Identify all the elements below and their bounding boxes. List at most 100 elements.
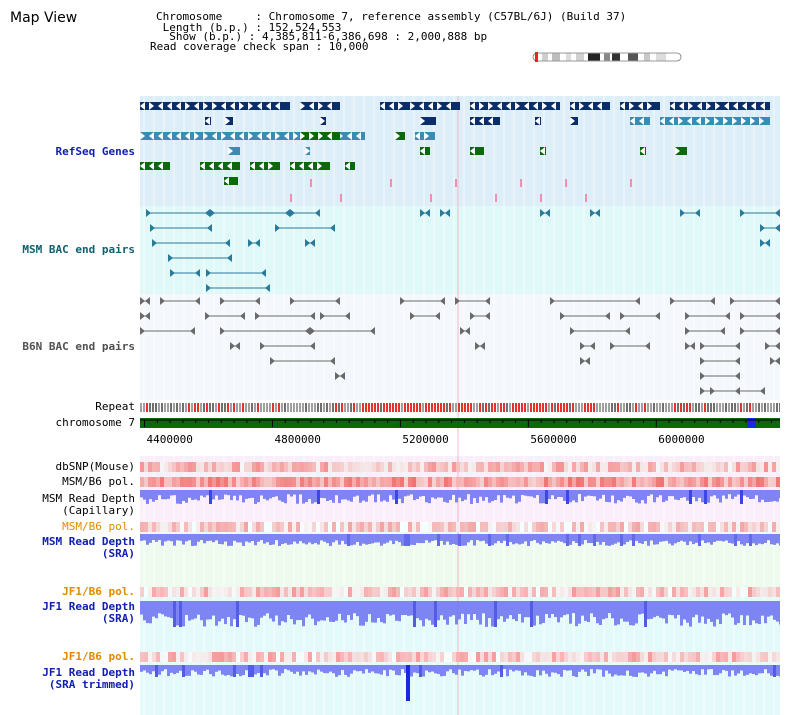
track-label-dbsnp[interactable]: dbSNP(Mouse) (55, 460, 135, 473)
dbsnp-heat-mark (220, 462, 224, 472)
track-canvas[interactable] (140, 96, 780, 715)
jf1-sra-depth-bar (245, 601, 248, 623)
jf1-trim-depth-bar (455, 665, 458, 675)
dbsnp-heat-mark (144, 462, 148, 472)
gene-arrow (725, 312, 730, 320)
jf1-sra-depth-bar (374, 601, 377, 623)
msm-sra-depth-bar (302, 534, 305, 544)
gene-arrow (205, 209, 210, 217)
capillary-depth-bar (263, 490, 266, 499)
track-label-jf1-depth-trim-line1[interactable]: JF1 Read Depth (42, 666, 135, 679)
dbsnp-heat-mark (424, 462, 428, 472)
gene-arrow (545, 209, 550, 217)
repeat-mark (569, 403, 571, 412)
gene-arrow (284, 132, 289, 140)
repeat-mark (644, 403, 646, 412)
jf1-trim-depth-bar (761, 665, 764, 674)
msm-sra-depth-bar (578, 534, 581, 546)
msm-b6-pol-heat-mark (468, 522, 472, 532)
capillary-depth-bar (299, 490, 302, 495)
msm-b6-pol-heat-mark (604, 477, 608, 487)
track-label-b6n-bac[interactable]: B6N BAC end pairs (22, 340, 135, 353)
gene-arrow (261, 269, 266, 277)
jf1-b6-pol-heat-mark (564, 652, 568, 662)
gene-arrow (420, 117, 425, 125)
ideogram-band (612, 53, 620, 61)
capillary-depth-bar (464, 490, 467, 500)
msm-b6-pol-heat-mark (284, 477, 288, 487)
jf1-sra-depth-bar (218, 601, 221, 622)
track-label-refseq[interactable]: RefSeq Genes (55, 145, 135, 158)
gene-arrow (168, 254, 173, 262)
track-label-jf1-b6-pol-1[interactable]: JF1/B6 pol. (62, 585, 135, 598)
msm-b6-pol-heat-mark (376, 477, 380, 487)
capillary-depth-bar (599, 490, 602, 499)
msm-b6-pol-heat-mark (488, 477, 492, 487)
jf1-b6-pol-heat-mark (632, 587, 636, 597)
msm-b6-pol-heat-mark (432, 477, 436, 487)
jf1-b6-pol-heat-mark (436, 652, 440, 662)
gene-arrow (167, 102, 172, 110)
jf1-b6-pol-heat-mark (704, 587, 708, 597)
track-label-jf1-b6-pol-2[interactable]: JF1/B6 pol. (62, 650, 135, 663)
jf1-sra-depth-bar (557, 601, 560, 623)
jf1-trim-depth-bar (413, 665, 416, 673)
repeat-mark (494, 403, 496, 412)
gene-arrow (640, 147, 645, 155)
msm-b6-pol-heat-mark (256, 522, 260, 532)
msm-sra-depth-bar (713, 534, 716, 542)
msm-b6-pol-heat-mark (240, 522, 244, 532)
capillary-depth-bar (593, 490, 596, 497)
msm-b6-pol-heat-mark (148, 522, 152, 532)
gene-arrow (590, 209, 595, 217)
msm-sra-depth-bar (668, 534, 671, 544)
repeat-mark (605, 403, 607, 412)
capillary-depth-bar (536, 490, 539, 496)
jf1-b6-pol-heat-mark (604, 587, 608, 597)
track-label-msm-depth-cap-line1[interactable]: MSM Read Depth (42, 492, 135, 505)
jf1-b6-pol-heat-mark (420, 652, 424, 662)
msm-b6-pol-heat-mark (676, 522, 680, 532)
jf1-b6-pol-heat-mark (352, 587, 356, 597)
gene-arrow (742, 102, 747, 110)
msm-sra-depth-bar (644, 534, 647, 542)
track-label-msm-b6-pol-1[interactable]: MSM/B6 pol. (62, 475, 135, 488)
jf1-b6-pol-heat-mark (168, 652, 172, 662)
msm-sra-depth-bar (377, 534, 380, 543)
jf1-b6-pol-heat-mark (180, 652, 184, 662)
repeat-mark (746, 403, 748, 412)
jf1-b6-pol-heat-mark (208, 587, 212, 597)
ideogram-position-marker[interactable] (535, 52, 538, 62)
msm-sra-depth-bar (722, 534, 725, 542)
repeat-mark (281, 403, 283, 412)
dbsnp-heat-mark (396, 462, 400, 472)
dbsnp-heat-mark (392, 462, 396, 472)
dbsnp-heat-mark (264, 462, 268, 472)
track-label-jf1-depth-sra-line1[interactable]: JF1 Read Depth (42, 600, 135, 613)
track-label-msm-depth-sra-line1[interactable]: MSM Read Depth (42, 535, 135, 548)
track-label-msm-b6-pol-2[interactable]: MSM/B6 pol. (62, 520, 135, 533)
dbsnp-heat-mark (700, 462, 704, 472)
chromosome-bar (140, 418, 780, 428)
jf1-b6-pol-heat-mark (320, 652, 324, 662)
msm-sra-depth-bar (503, 534, 506, 541)
chromosome-ideogram[interactable] (532, 52, 682, 62)
gene-arrow (690, 342, 695, 350)
msm-b6-pol-heat-mark (316, 477, 320, 487)
msm-sra-depth-bar (731, 534, 734, 544)
track-label-repeat[interactable]: Repeat (95, 400, 135, 413)
jf1-b6-pol-heat-mark (188, 652, 192, 662)
gene-arrow (149, 162, 154, 170)
msm-b6-pol-heat-mark (452, 522, 456, 532)
gene-arrow (570, 117, 575, 125)
gene-arrow (275, 132, 280, 140)
jf1-b6-pol-heat-mark (484, 652, 488, 662)
track-label-msm-bac[interactable]: MSM BAC end pairs (22, 243, 135, 256)
msm-b6-pol-heat-mark (416, 522, 420, 532)
jf1-b6-pol-heat-mark (620, 652, 624, 662)
jf1-sra-depth-bar (353, 601, 356, 614)
capillary-depth-bar (518, 490, 521, 502)
dbsnp-heat-mark (548, 462, 552, 472)
msm-b6-pol-heat-mark (620, 477, 624, 487)
ideogram-band (552, 53, 560, 61)
